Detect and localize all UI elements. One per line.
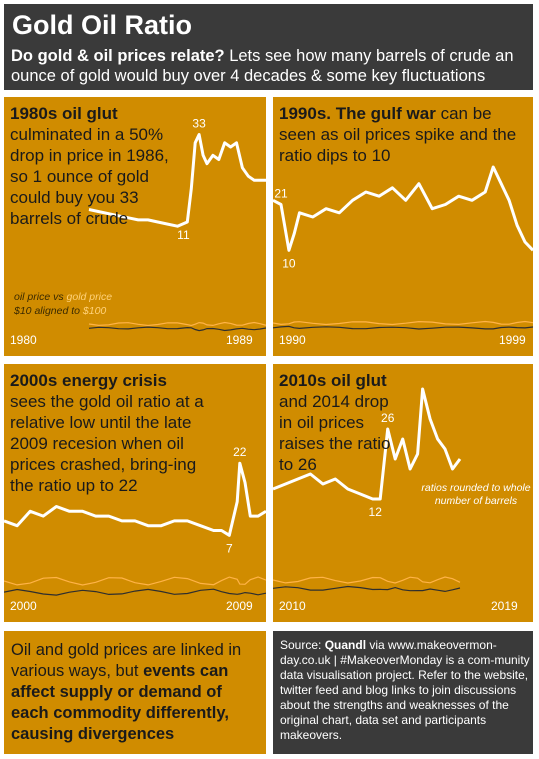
panel-heading: 2000s energy crisis bbox=[10, 371, 167, 390]
gold-price-line bbox=[273, 320, 533, 326]
chart-1980s: 33 11 bbox=[88, 117, 266, 332]
trough-label: 7 bbox=[226, 541, 233, 555]
legend-aligned: aligned to bbox=[31, 305, 83, 317]
ratio-line bbox=[4, 461, 266, 537]
panel-1980s: 33 11 1980s oil glut culminated in a 50% … bbox=[4, 97, 266, 356]
end-year: 1989 bbox=[226, 333, 253, 347]
chart-2010s: 26 12 bbox=[273, 387, 462, 593]
subtitle-question: Do gold & oil prices relate? bbox=[11, 47, 225, 65]
legend-gold-scale: $100 bbox=[82, 305, 107, 317]
summary-bold: events can affect supply or demand of ea… bbox=[11, 662, 229, 743]
rounding-note: ratios rounded to whole number of barrel… bbox=[421, 482, 531, 507]
panel-heading: 2010s oil glut bbox=[279, 371, 387, 390]
legend-gold: gold price bbox=[66, 291, 113, 303]
panel-2000s-text: 2000s energy crisis sees the gold oil ra… bbox=[10, 370, 220, 496]
peak-label: 21 bbox=[274, 187, 288, 201]
source-text: Source: Quandl via www.makeovermon-day.c… bbox=[280, 638, 530, 743]
panel-heading: 1990s. The gulf war bbox=[279, 104, 436, 123]
summary-text: Oil and gold prices are linked in variou… bbox=[11, 640, 261, 745]
header: Gold Oil Ratio Do gold & oil prices rela… bbox=[4, 4, 533, 90]
summary-plain: Oil and gold prices are linked in variou… bbox=[11, 641, 242, 680]
source-body: via www.makeovermon-day.co.uk | #Makeove… bbox=[280, 638, 530, 742]
ratio-line bbox=[273, 387, 462, 501]
panel-1990s-text: 1990s. The gulf war can be seen as oil p… bbox=[279, 103, 524, 166]
trough-label: 11 bbox=[177, 228, 190, 242]
source-name: Quandl bbox=[324, 638, 367, 652]
source-box: Source: Quandl via www.makeovermon-day.c… bbox=[273, 631, 533, 754]
panel-2010s-text: 2010s oil glut and 2014 drop in oil pric… bbox=[279, 370, 391, 475]
start-year: 1990 bbox=[279, 333, 306, 347]
end-year: 2009 bbox=[226, 599, 253, 613]
legend-oil-scale: $10 bbox=[14, 305, 32, 317]
trough-label: 12 bbox=[369, 505, 383, 519]
trough-label: 10 bbox=[282, 256, 296, 270]
page-subtitle: Do gold & oil prices relate? Lets see ho… bbox=[11, 46, 531, 86]
panel-1990s: 21 10 1990s. The gulf war can be seen as … bbox=[273, 97, 533, 356]
ratio-line bbox=[273, 165, 533, 252]
panel-2000s: 22 7 2000s energy crisis sees the gold oi… bbox=[4, 364, 266, 622]
oil-price-line bbox=[88, 326, 266, 332]
peak-label: 33 bbox=[192, 117, 206, 131]
legend-oil: oil price bbox=[14, 291, 51, 303]
end-year: 2019 bbox=[491, 599, 518, 613]
ratio-line bbox=[88, 133, 266, 228]
legend-vs: vs bbox=[50, 291, 67, 303]
oil-price-line bbox=[273, 325, 533, 330]
subtitle-text: Lets see how many barrels of crude an ou… bbox=[11, 47, 514, 85]
summary-box: Oil and gold prices are linked in variou… bbox=[4, 631, 266, 754]
chart-1990s: 21 10 bbox=[273, 165, 533, 330]
gold-price-line bbox=[273, 576, 461, 584]
gold-price-line bbox=[4, 576, 266, 586]
panel-body: culminated in a 50% drop in price in 198… bbox=[10, 125, 169, 228]
peak-label: 26 bbox=[381, 411, 395, 425]
end-year: 1999 bbox=[499, 333, 526, 347]
gold-price-line bbox=[88, 321, 266, 327]
start-year: 1980 bbox=[10, 333, 37, 347]
panel-2010s: 26 12 2010s oil glut and 2014 drop in oil… bbox=[273, 364, 533, 622]
page-title: Gold Oil Ratio bbox=[12, 10, 192, 40]
oil-price-line bbox=[4, 588, 266, 596]
legend: oil price vs gold price $10 aligned to $… bbox=[14, 290, 112, 318]
panel-body: sees the gold oil ratio at a relative lo… bbox=[10, 392, 204, 495]
panel-body: and 2014 drop in oil prices raises the r… bbox=[279, 392, 391, 474]
source-label: Source: bbox=[280, 638, 325, 652]
panel-heading: 1980s oil glut bbox=[10, 104, 118, 123]
oil-price-line bbox=[273, 585, 461, 593]
start-year: 2010 bbox=[279, 599, 306, 613]
panel-body: can be seen as oil prices spike and the … bbox=[279, 104, 517, 165]
chart-2000s: 22 7 bbox=[4, 445, 266, 596]
peak-label: 22 bbox=[233, 445, 247, 459]
start-year: 2000 bbox=[10, 599, 37, 613]
panel-1980s-text: 1980s oil glut culminated in a 50% drop … bbox=[10, 103, 175, 229]
